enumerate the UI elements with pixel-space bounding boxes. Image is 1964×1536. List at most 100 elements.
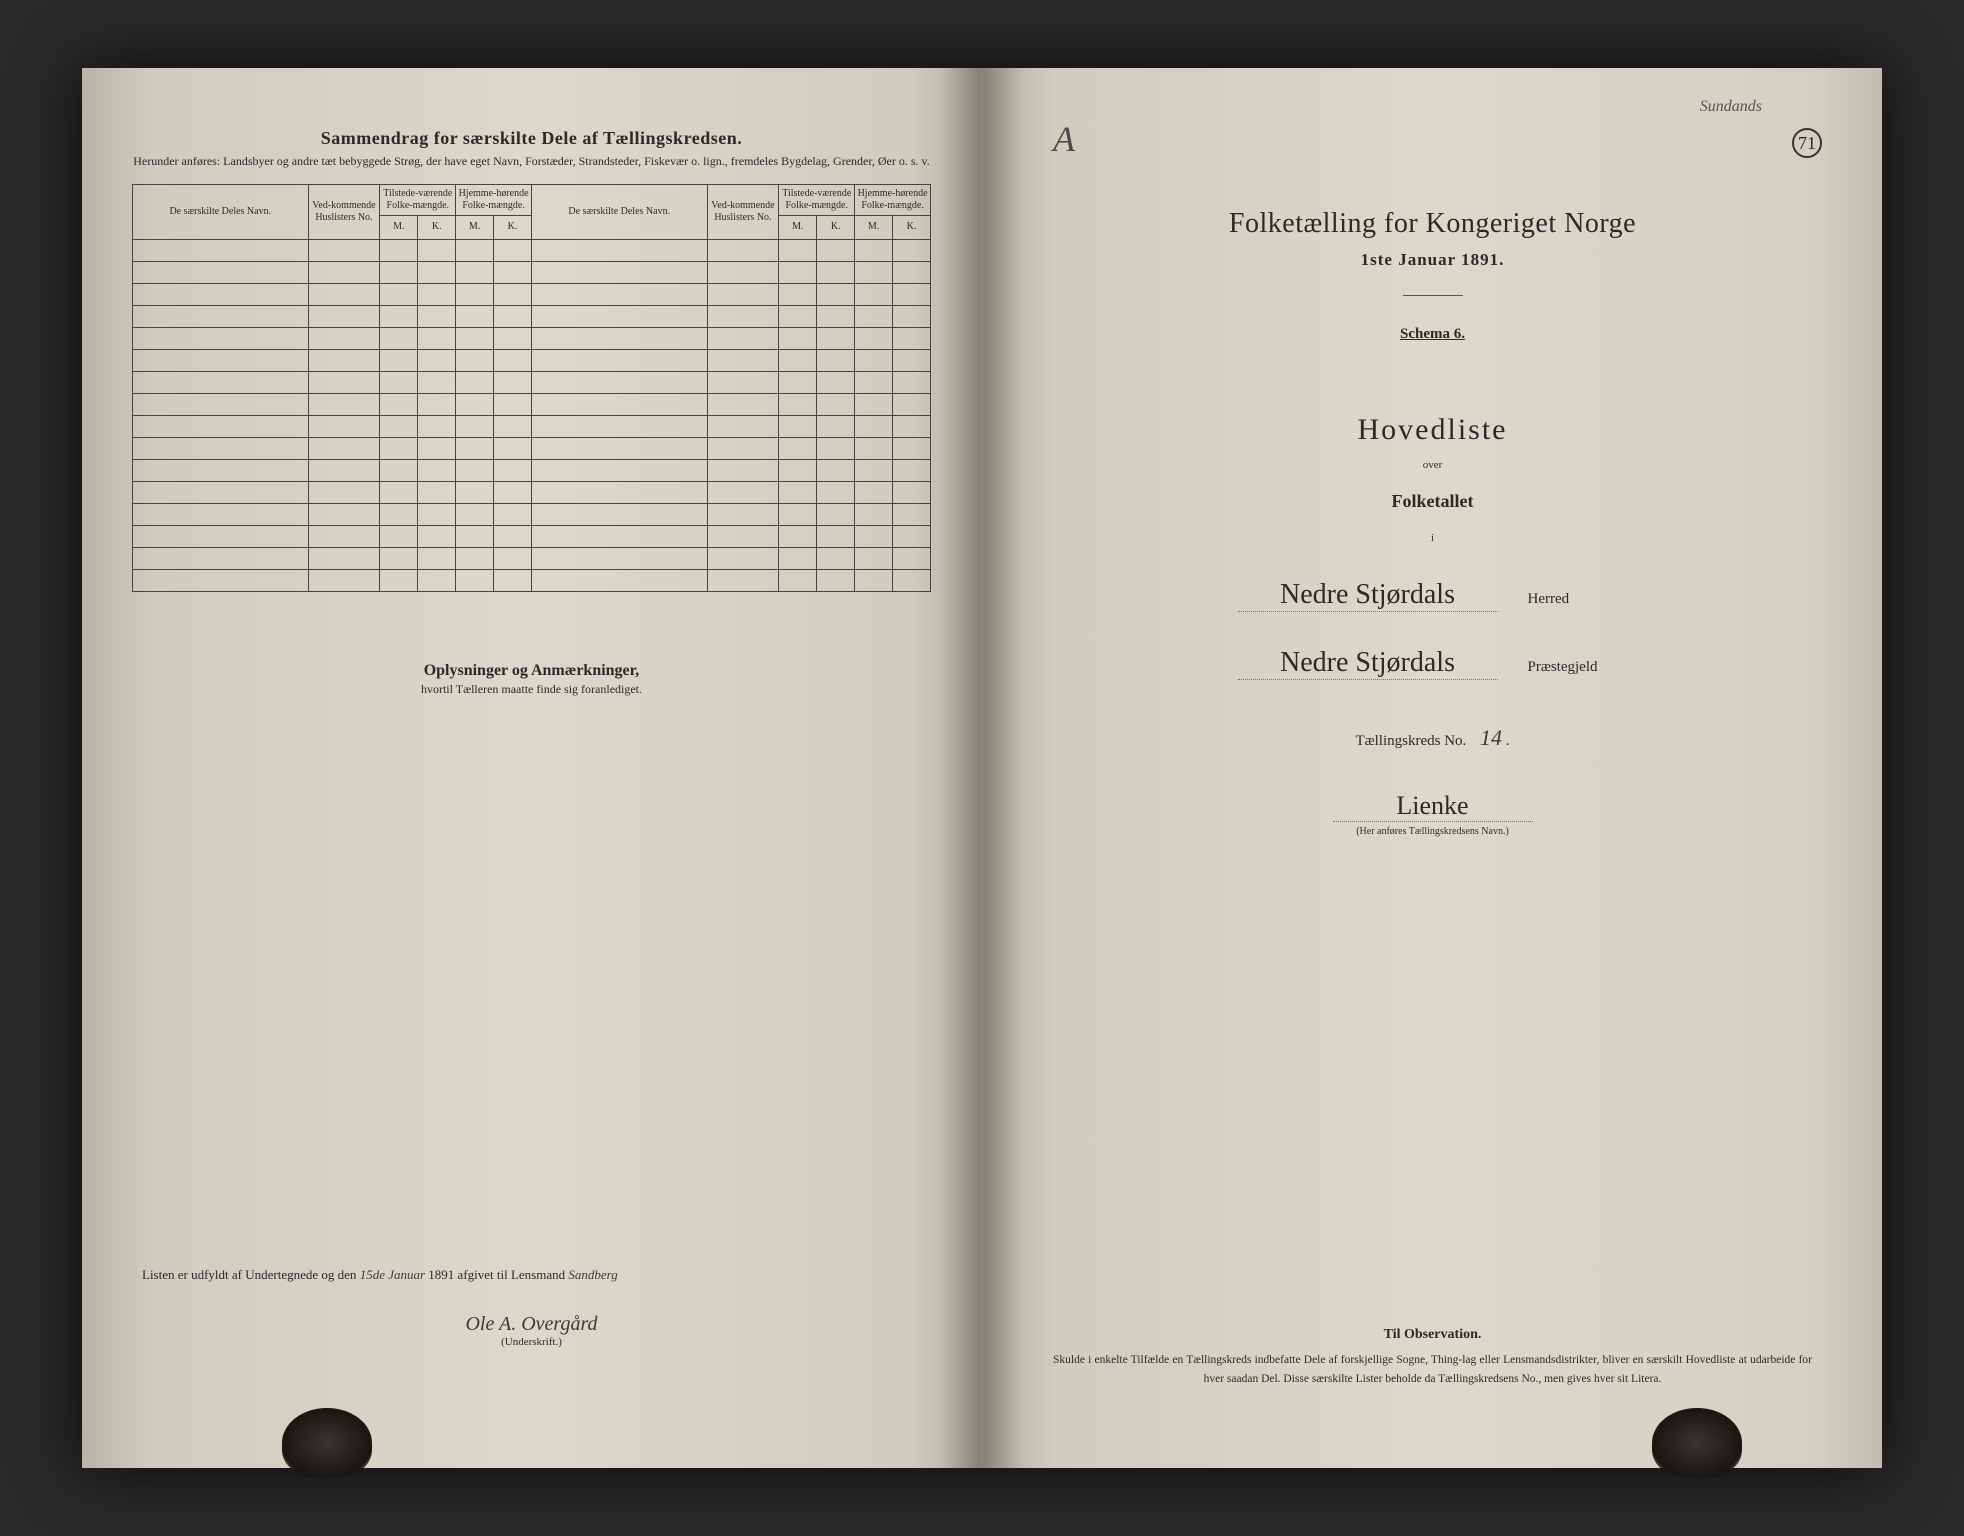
table-cell xyxy=(133,459,309,481)
col-ved: Ved-kommende Huslisters No. xyxy=(308,184,380,239)
table-cell xyxy=(456,349,494,371)
table-cell xyxy=(380,437,418,459)
table-cell xyxy=(855,569,893,591)
table-cell xyxy=(380,327,418,349)
table-cell xyxy=(133,261,309,283)
table-cell xyxy=(494,525,532,547)
mark-a: A xyxy=(1053,118,1075,160)
table-cell xyxy=(308,349,380,371)
top-note: Sundands xyxy=(1700,98,1762,116)
table-cell xyxy=(456,503,494,525)
table-cell xyxy=(380,239,418,261)
table-cell xyxy=(380,371,418,393)
spine-shadow xyxy=(983,68,1023,1468)
table-cell xyxy=(817,349,855,371)
table-cell xyxy=(817,393,855,415)
col-m: M. xyxy=(456,215,494,239)
table-row xyxy=(133,437,931,459)
table-cell xyxy=(817,239,855,261)
table-cell xyxy=(707,349,779,371)
table-cell xyxy=(707,481,779,503)
table-cell xyxy=(531,371,707,393)
main-date: 1ste Januar 1891. xyxy=(1033,250,1832,270)
table-cell xyxy=(893,327,931,349)
left-page: Sammendrag for særskilte Dele af Tælling… xyxy=(82,68,983,1468)
table-cell xyxy=(531,415,707,437)
obs-text: Skulde i enkelte Tilfælde en Tællingskre… xyxy=(1053,1351,1812,1388)
table-cell xyxy=(133,415,309,437)
table-cell xyxy=(494,283,532,305)
underskrift-label: (Underskrift.) xyxy=(142,1336,921,1348)
table-cell xyxy=(855,349,893,371)
herred-label: Herred xyxy=(1528,591,1628,608)
table-cell xyxy=(133,393,309,415)
table-cell xyxy=(133,569,309,591)
table-cell xyxy=(133,239,309,261)
praestegjeld-row: Nedre Stjørdals Præstegjeld xyxy=(1033,647,1832,680)
kreds-name: Lienke xyxy=(1333,791,1533,822)
table-cell xyxy=(418,327,456,349)
table-cell xyxy=(494,547,532,569)
table-cell xyxy=(531,283,707,305)
table-cell xyxy=(817,305,855,327)
table-cell xyxy=(494,393,532,415)
main-title: Folketælling for Kongeriget Norge xyxy=(1033,208,1832,240)
table-cell xyxy=(456,415,494,437)
col-name: De særskilte Deles Navn. xyxy=(133,184,309,239)
table-cell xyxy=(494,415,532,437)
table-cell xyxy=(308,547,380,569)
table-cell xyxy=(893,261,931,283)
table-cell xyxy=(456,481,494,503)
table-cell xyxy=(380,503,418,525)
table-cell xyxy=(779,569,817,591)
table-row xyxy=(133,503,931,525)
col-k: K. xyxy=(817,215,855,239)
table-cell xyxy=(779,459,817,481)
table-cell xyxy=(308,239,380,261)
table-cell xyxy=(817,569,855,591)
over-label: over xyxy=(1033,459,1832,471)
schema-label: Schema 6. xyxy=(1033,326,1832,343)
thumb-shadow xyxy=(282,1408,372,1478)
table-row xyxy=(133,305,931,327)
table-cell xyxy=(707,327,779,349)
table-cell xyxy=(418,547,456,569)
table-cell xyxy=(779,327,817,349)
table-cell xyxy=(380,547,418,569)
table-cell xyxy=(418,239,456,261)
table-cell xyxy=(133,481,309,503)
left-header: Sammendrag for særskilte Dele af Tælling… xyxy=(132,128,931,170)
table-cell xyxy=(380,481,418,503)
table-cell xyxy=(855,283,893,305)
table-cell xyxy=(418,393,456,415)
col-m: M. xyxy=(779,215,817,239)
table-cell xyxy=(456,525,494,547)
spine-shadow xyxy=(941,68,981,1468)
table-cell xyxy=(855,415,893,437)
table-cell xyxy=(707,371,779,393)
table-cell xyxy=(494,239,532,261)
table-cell xyxy=(893,239,931,261)
table-cell xyxy=(456,393,494,415)
table-cell xyxy=(380,525,418,547)
table-cell xyxy=(418,305,456,327)
table-cell xyxy=(779,481,817,503)
table-cell xyxy=(531,349,707,371)
table-cell xyxy=(707,437,779,459)
table-row xyxy=(133,283,931,305)
table-cell xyxy=(494,569,532,591)
col-k: K. xyxy=(494,215,532,239)
table-cell xyxy=(531,459,707,481)
table-cell xyxy=(779,349,817,371)
col-tilstede-2: Tilstede-værende Folke-mængde. xyxy=(779,184,855,215)
taelling-no: 14 xyxy=(1480,725,1502,750)
praestegjeld-value: Nedre Stjørdals xyxy=(1238,647,1498,680)
table-cell xyxy=(133,305,309,327)
table-row xyxy=(133,349,931,371)
table-cell xyxy=(418,459,456,481)
table-cell xyxy=(133,503,309,525)
table-cell xyxy=(817,261,855,283)
table-cell xyxy=(308,415,380,437)
table-cell xyxy=(817,525,855,547)
table-cell xyxy=(494,503,532,525)
